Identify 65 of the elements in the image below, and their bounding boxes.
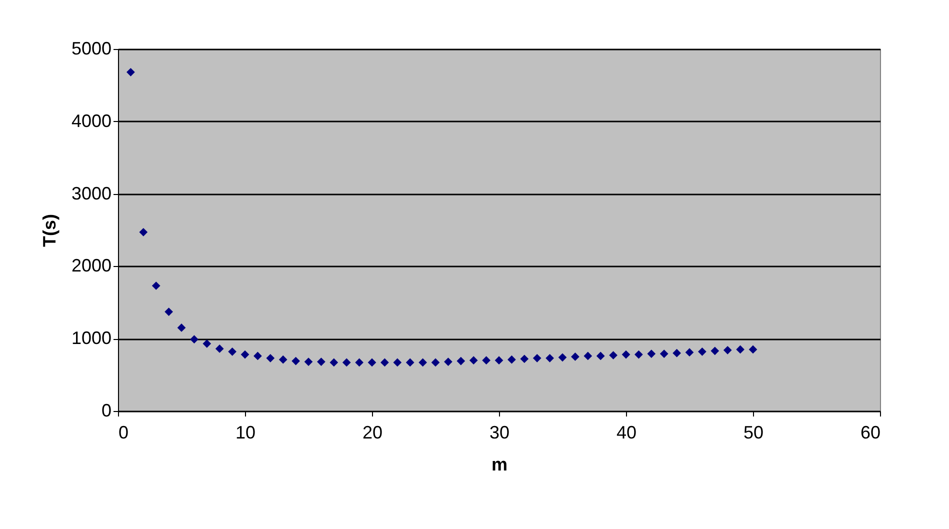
point xyxy=(355,358,364,367)
point xyxy=(571,352,580,361)
point xyxy=(139,228,148,236)
point xyxy=(304,358,313,366)
point xyxy=(177,324,186,332)
point xyxy=(685,348,694,357)
point xyxy=(584,352,592,360)
point xyxy=(546,354,554,362)
point xyxy=(444,358,452,366)
point xyxy=(494,356,504,365)
point xyxy=(190,335,198,344)
point xyxy=(418,358,427,367)
point xyxy=(393,358,402,367)
point xyxy=(532,354,542,362)
point xyxy=(622,350,630,359)
point xyxy=(710,346,720,356)
point xyxy=(698,347,706,356)
point xyxy=(647,350,656,358)
x-tick-label: 60 xyxy=(860,422,880,442)
point xyxy=(634,350,643,359)
point xyxy=(558,353,567,362)
y-tick-label: 3000 xyxy=(71,183,112,204)
x-tick-label: 40 xyxy=(616,422,637,442)
point xyxy=(748,345,758,354)
point xyxy=(380,358,389,367)
point xyxy=(215,344,224,353)
point xyxy=(317,358,326,366)
x-tick-label: 10 xyxy=(235,422,256,442)
point xyxy=(240,350,250,359)
x-tick-label: 50 xyxy=(743,422,764,442)
point xyxy=(406,358,414,367)
point xyxy=(723,346,732,354)
point xyxy=(228,347,236,356)
point xyxy=(266,354,275,362)
point xyxy=(431,358,440,367)
point xyxy=(330,358,338,367)
point xyxy=(596,352,605,360)
x-tick-label: 20 xyxy=(362,422,383,442)
point xyxy=(164,308,173,316)
y-tick-label: 0 xyxy=(101,400,112,420)
point xyxy=(202,339,212,348)
point xyxy=(672,348,681,358)
x-axis-title: m xyxy=(491,454,508,474)
point xyxy=(469,356,478,365)
point xyxy=(126,68,135,76)
point xyxy=(152,282,160,290)
point xyxy=(660,350,668,358)
y-tick-label: 5000 xyxy=(71,38,112,58)
point xyxy=(254,352,262,360)
point xyxy=(508,355,516,364)
y-axis-title: T(s) xyxy=(39,214,60,247)
y-tick-label: 4000 xyxy=(71,110,112,131)
point xyxy=(609,351,618,360)
point xyxy=(456,356,466,366)
point xyxy=(520,354,529,364)
y-tick-label: 1000 xyxy=(71,328,112,348)
point xyxy=(342,358,351,367)
y-tick-label: 2000 xyxy=(71,256,112,276)
point xyxy=(278,355,288,364)
point xyxy=(368,358,376,367)
point xyxy=(736,345,744,354)
x-tick-label: 30 xyxy=(489,422,510,442)
x-tick-label: 0 xyxy=(118,422,129,442)
point xyxy=(482,356,490,365)
point xyxy=(292,356,300,366)
